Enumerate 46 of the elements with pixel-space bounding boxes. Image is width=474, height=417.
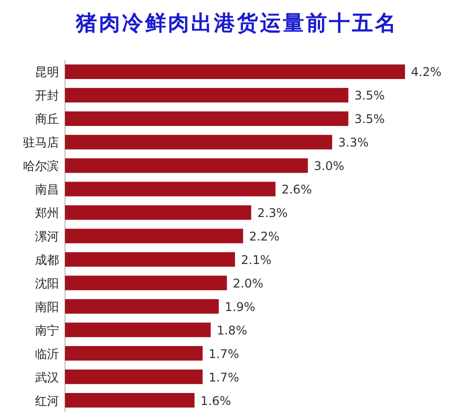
bar [65,205,252,220]
bar [65,111,348,126]
data-label: 2.2% [249,230,280,244]
data-label: 2.1% [241,252,272,267]
bar [65,158,308,173]
data-label: 3.5% [354,88,385,103]
bar [65,252,235,267]
data-label: 3.5% [354,112,385,126]
y-tick-label: 成都 [35,252,59,267]
data-label: 4.2% [411,65,442,80]
bar [65,276,227,290]
y-tick-label: 驻马店 [23,136,59,150]
y-tick-label: 南昌 [35,182,59,197]
data-label: 3.0% [314,159,344,174]
bar [65,228,244,244]
bar [65,346,203,361]
bar [65,392,195,408]
bar [65,88,348,102]
data-label: 2.0% [232,276,264,290]
bar [65,182,276,196]
y-tick-label: 郑州 [35,206,59,220]
chart-title: 猪肉冷鲜肉出港货运量前十五名 [75,10,398,35]
bar [65,322,211,338]
y-tick-label: 南阳 [35,300,59,314]
bar [65,134,332,150]
data-label: 2.3% [257,206,288,220]
y-tick-label: 开封 [35,88,59,103]
y-tick-label: 漯河 [35,230,59,244]
y-tick-label: 武汉 [35,370,59,384]
bar [65,64,405,80]
bar [65,370,203,384]
y-tick-label: 哈尔滨 [23,159,59,174]
data-label: 3.3% [338,136,369,150]
y-tick-label: 临沂 [35,346,59,361]
data-label: 1.9% [224,300,256,314]
data-label: 1.8% [216,323,248,338]
bar [65,299,219,314]
data-label: 2.6% [281,182,312,197]
data-label: 1.7% [208,370,240,384]
y-tick-label: 南宁 [35,323,59,338]
data-label: 1.6% [200,394,232,408]
data-label: 1.7% [208,346,240,361]
y-tick-label: 昆明 [35,65,59,80]
y-tick-label: 红河 [35,394,59,408]
y-tick-label: 沈阳 [35,276,59,290]
y-tick-label: 商丘 [35,112,59,126]
